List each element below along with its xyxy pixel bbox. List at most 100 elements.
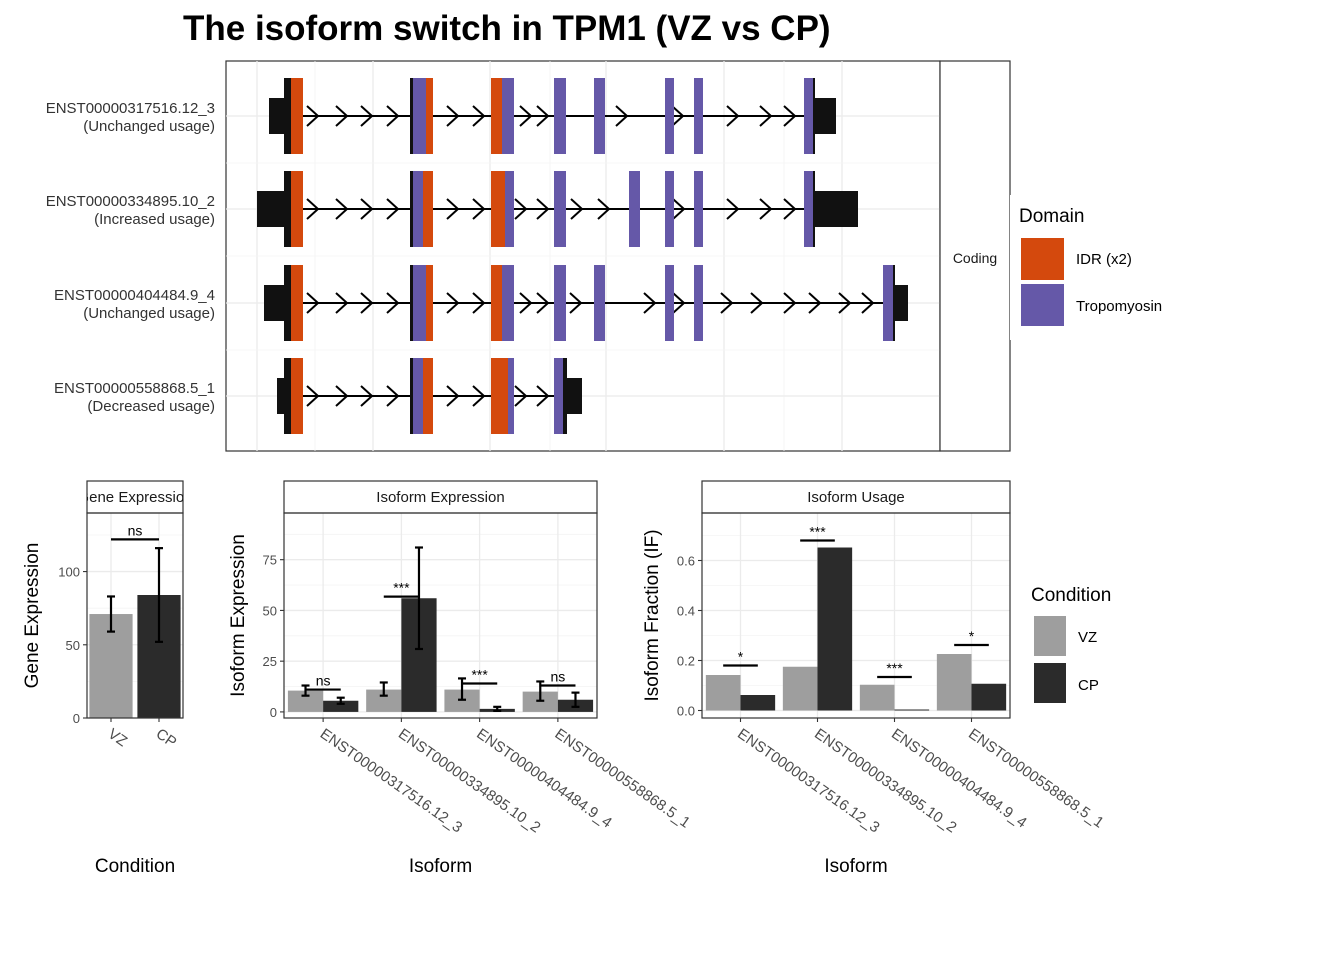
exon-utr-block <box>815 191 858 227</box>
intron-direction-arrow <box>472 105 486 127</box>
y-axis-title: Isoform Expression <box>228 534 249 697</box>
significance-label: *** <box>393 580 410 596</box>
exon-utr-block <box>257 191 284 227</box>
exon-tropomyosin-block <box>804 171 813 247</box>
exon-tropomyosin-block <box>554 78 566 154</box>
exon-tropomyosin-block <box>665 78 674 154</box>
intron-direction-arrow <box>335 105 349 127</box>
exon-tropomyosin-block <box>502 78 514 154</box>
intron-direction-arrow <box>386 105 400 127</box>
y-tick-label: 0.0 <box>677 704 695 719</box>
condition-legend: Condition VZ CP <box>1020 580 1170 720</box>
transcript-track-1 <box>269 78 836 154</box>
plot-panel-border <box>283 512 598 719</box>
intron-direction-arrow <box>750 292 764 314</box>
legend-key-cp <box>1034 663 1066 703</box>
exon-utr-block <box>567 378 582 414</box>
intron-direction-arrow <box>672 292 686 314</box>
exon-utr-block <box>893 265 895 341</box>
significance-label: ns <box>128 522 143 538</box>
legend-label-tropomyosin: Tropomyosin <box>1076 298 1162 315</box>
facet-strip-label: Isoform Usage <box>807 489 905 506</box>
exon-tropomyosin-block <box>413 265 426 341</box>
significance-label: *** <box>809 524 826 540</box>
intron-direction-arrow <box>386 292 400 314</box>
exon-idr-block <box>491 358 508 434</box>
intron-direction-arrow <box>597 198 611 220</box>
legend-key-idr <box>1021 238 1064 280</box>
transcript-structure-panel: ENST00000317516.12_3(Unchanged usage)ENS… <box>46 60 1011 452</box>
bar-cp <box>740 695 776 711</box>
y-axis-title: Isoform Fraction (IF) <box>642 529 663 701</box>
intron-direction-arrow <box>360 292 374 314</box>
intron-direction-arrow <box>536 292 550 314</box>
intron-direction-arrow <box>570 198 584 220</box>
y-tick-label: 75 <box>263 553 277 568</box>
significance-label: ns <box>316 673 331 689</box>
x-tick-label: VZ <box>105 725 130 750</box>
exon-utr-block <box>813 78 815 154</box>
transcript-usage-label: (Unchanged usage) <box>83 118 215 135</box>
intron-direction-arrow <box>335 385 349 407</box>
intron-direction-arrow <box>569 292 583 314</box>
intron-direction-arrow <box>360 198 374 220</box>
intron-direction-arrow <box>386 198 400 220</box>
exon-idr-block <box>491 171 505 247</box>
intron-direction-arrow <box>643 292 657 314</box>
plot-background <box>284 513 597 718</box>
y-tick-label: 0.4 <box>677 604 695 619</box>
exon-tropomyosin-block <box>629 171 640 247</box>
transcript-id-label: ENST00000334895.10_2 <box>46 193 215 210</box>
exon-utr-block <box>269 98 284 134</box>
x-tick-label: CP <box>153 725 180 751</box>
intron-direction-arrow <box>720 292 734 314</box>
intron-direction-arrow <box>446 198 460 220</box>
exon-tropomyosin-block <box>883 265 893 341</box>
coding-facet-strip <box>939 60 1011 452</box>
intron-direction-arrow <box>759 198 773 220</box>
x-tick-label: ENST00000317516.12_3 <box>734 725 882 836</box>
intron-direction-arrow <box>726 198 740 220</box>
intron-direction-arrow <box>536 198 550 220</box>
plot-panel-border <box>86 512 184 719</box>
domain-legend: Domain IDR (x2) Tropomyosin <box>1010 195 1210 340</box>
bar-vz <box>366 689 402 712</box>
exon-utr-block <box>410 171 413 247</box>
exon-tropomyosin-block <box>804 78 813 154</box>
exon-tropomyosin-block <box>554 265 566 341</box>
transcript-usage-label: (Unchanged usage) <box>83 305 215 322</box>
transcript-track-2 <box>257 171 858 247</box>
exon-idr-block <box>291 78 303 154</box>
bar-cp <box>323 700 359 712</box>
intron-direction-arrow <box>335 292 349 314</box>
transcript-usage-label: (Decreased usage) <box>87 398 215 415</box>
intron-direction-arrow <box>519 105 533 127</box>
exon-tropomyosin-block <box>665 171 674 247</box>
x-tick-label: ENST00000404484.9_4 <box>473 725 615 831</box>
intron-direction-arrow <box>514 385 528 407</box>
bar-cp <box>817 547 853 711</box>
intron-direction-arrow <box>446 105 460 127</box>
exon-idr-block <box>491 265 502 341</box>
intron-direction-arrow <box>783 105 797 127</box>
exon-idr-block <box>291 265 303 341</box>
x-axis-title: Condition <box>95 856 175 877</box>
legend-label-cp: CP <box>1078 677 1099 694</box>
x-tick-label: ENST00000558868.5_1 <box>552 725 694 831</box>
exon-tropomyosin-block <box>554 358 563 434</box>
y-tick-label: 0.6 <box>677 554 695 569</box>
transcript-id-label: ENST00000558868.5_1 <box>54 380 215 397</box>
intron-direction-arrow <box>808 292 822 314</box>
x-tick-label: ENST00000334895.10_2 <box>395 725 543 836</box>
y-axis-title: Gene Expression <box>22 543 43 689</box>
exon-idr-block <box>291 171 303 247</box>
y-tick-label: 50 <box>66 638 80 653</box>
significance-label: ns <box>550 669 565 685</box>
exon-tropomyosin-block <box>505 171 514 247</box>
intron-direction-arrow <box>759 105 773 127</box>
transcript-id-label: ENST00000404484.9_4 <box>54 287 215 304</box>
exon-tropomyosin-block <box>502 265 514 341</box>
y-tick-label: 0.2 <box>677 654 695 669</box>
exon-utr-block <box>277 378 284 414</box>
